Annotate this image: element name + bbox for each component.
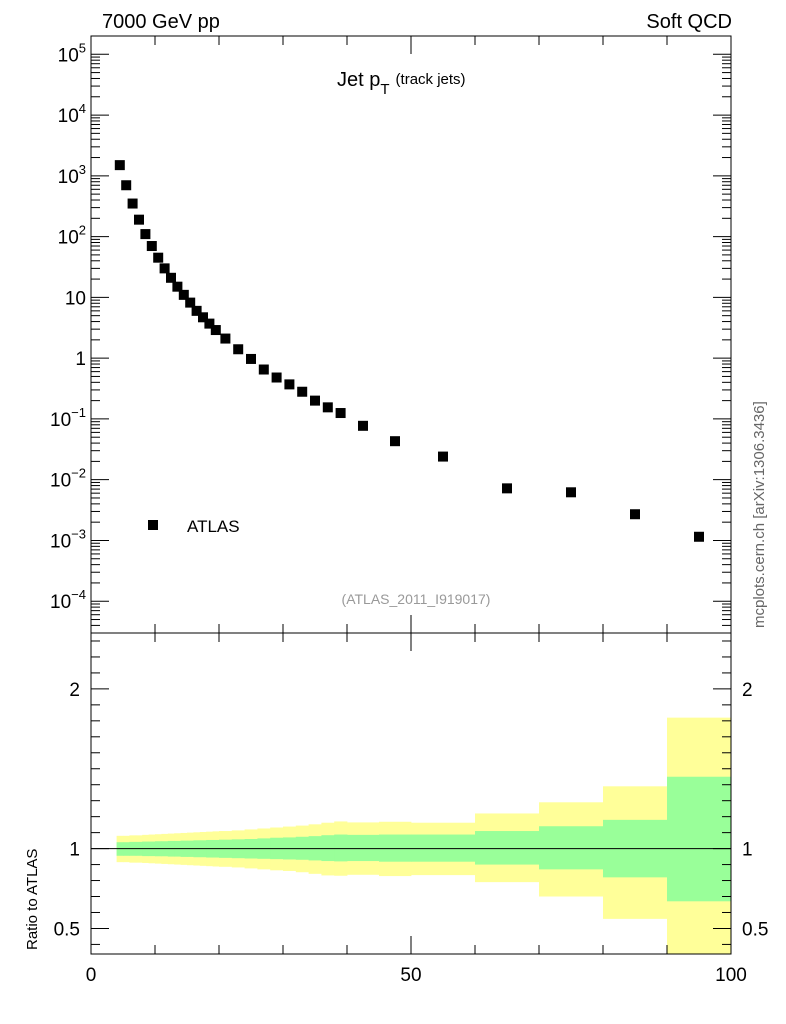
data-point bbox=[246, 353, 256, 364]
main-y-tick-label: 10−4 bbox=[50, 587, 86, 613]
data-point bbox=[271, 372, 282, 383]
main-y-tick-label: 105 bbox=[58, 40, 86, 66]
main-y-tick-label: 1 bbox=[75, 349, 86, 370]
ratio-y-tick-label: 0.5 bbox=[54, 919, 80, 940]
ratio-ylabel: Ratio to ATLAS bbox=[24, 849, 41, 950]
data-point bbox=[121, 180, 132, 191]
ratio-axes: 0.5 0.5 1 1 2 2 0 50 100 bbox=[54, 633, 768, 986]
data-point bbox=[566, 487, 576, 498]
ratio-frame bbox=[90, 632, 732, 955]
data-point bbox=[297, 386, 308, 397]
header-left: 7000 GeV pp bbox=[102, 11, 220, 33]
title-subscript: T bbox=[380, 81, 389, 98]
data-point bbox=[204, 318, 215, 329]
main-y-tick-label: 10 bbox=[65, 288, 86, 309]
title-paren: (track jets) bbox=[396, 71, 466, 88]
data-point bbox=[191, 305, 202, 316]
main-y-tick-label: 10−1 bbox=[50, 405, 86, 431]
analysis-id: (ATLAS_2011_I919017) bbox=[342, 591, 491, 607]
legend-label: ATLAS bbox=[187, 517, 240, 536]
ratio-y-tick-label-right: 2 bbox=[742, 680, 753, 701]
data-point bbox=[233, 344, 244, 355]
ratio-band-inner bbox=[334, 834, 348, 862]
main-y-tick-label: 102 bbox=[58, 223, 86, 249]
title-main: Jet p bbox=[337, 69, 380, 91]
data-point bbox=[134, 214, 144, 225]
data-point bbox=[172, 281, 183, 292]
main-data-markers bbox=[114, 160, 704, 542]
main-y-tick-label: 104 bbox=[58, 101, 86, 127]
data-point bbox=[502, 483, 512, 494]
data-point bbox=[335, 408, 346, 419]
data-point bbox=[185, 297, 196, 308]
ratio-y-tick-label: 1 bbox=[69, 840, 80, 861]
ratio-panel: 0.5 0.5 1 1 2 2 0 50 100 Ratio to ATLAS bbox=[24, 632, 768, 986]
ratio-y-tick-label-right: 0.5 bbox=[742, 919, 768, 940]
ratio-band-inner bbox=[475, 831, 540, 865]
data-point bbox=[153, 252, 164, 263]
header-right: Soft QCD bbox=[646, 11, 732, 33]
data-point bbox=[390, 436, 400, 447]
data-point bbox=[146, 241, 157, 252]
ratio-y-tick-label-right: 1 bbox=[742, 840, 753, 861]
data-point bbox=[284, 379, 295, 390]
data-point bbox=[322, 402, 333, 413]
legend: ATLAS bbox=[148, 517, 240, 536]
chart-title: Jet pT (track jets) bbox=[337, 69, 466, 98]
ratio-band-inner bbox=[347, 834, 380, 862]
main-frame bbox=[90, 35, 732, 634]
data-point bbox=[694, 531, 704, 542]
x-tick-label: 0 bbox=[86, 965, 97, 986]
ratio-band-inner bbox=[539, 826, 604, 870]
x-tick-label: 100 bbox=[715, 965, 747, 986]
data-point bbox=[210, 325, 221, 336]
data-point bbox=[358, 420, 368, 431]
data-point bbox=[438, 451, 448, 462]
data-point bbox=[310, 395, 320, 406]
data-point bbox=[127, 198, 138, 209]
data-point bbox=[198, 312, 208, 323]
data-point bbox=[166, 272, 176, 283]
data-point bbox=[140, 229, 151, 240]
ratio-band-inner bbox=[667, 776, 732, 902]
data-point bbox=[258, 364, 269, 375]
ratio-y-tick-label: 2 bbox=[69, 680, 80, 701]
data-point bbox=[114, 160, 125, 171]
side-label: mcplots.cern.ch [arXiv:1306.3436] bbox=[751, 401, 768, 628]
main-y-tick-label: 10−3 bbox=[50, 526, 86, 552]
data-point bbox=[630, 509, 640, 520]
x-tick-label: 50 bbox=[400, 965, 421, 986]
data-point bbox=[220, 333, 231, 344]
main-y-tick-label: 10−2 bbox=[50, 466, 86, 492]
ratio-bands bbox=[116, 717, 732, 954]
main-y-tick-label: 103 bbox=[58, 162, 86, 188]
legend-marker bbox=[148, 520, 158, 530]
data-point bbox=[159, 263, 170, 274]
data-point bbox=[178, 289, 189, 300]
